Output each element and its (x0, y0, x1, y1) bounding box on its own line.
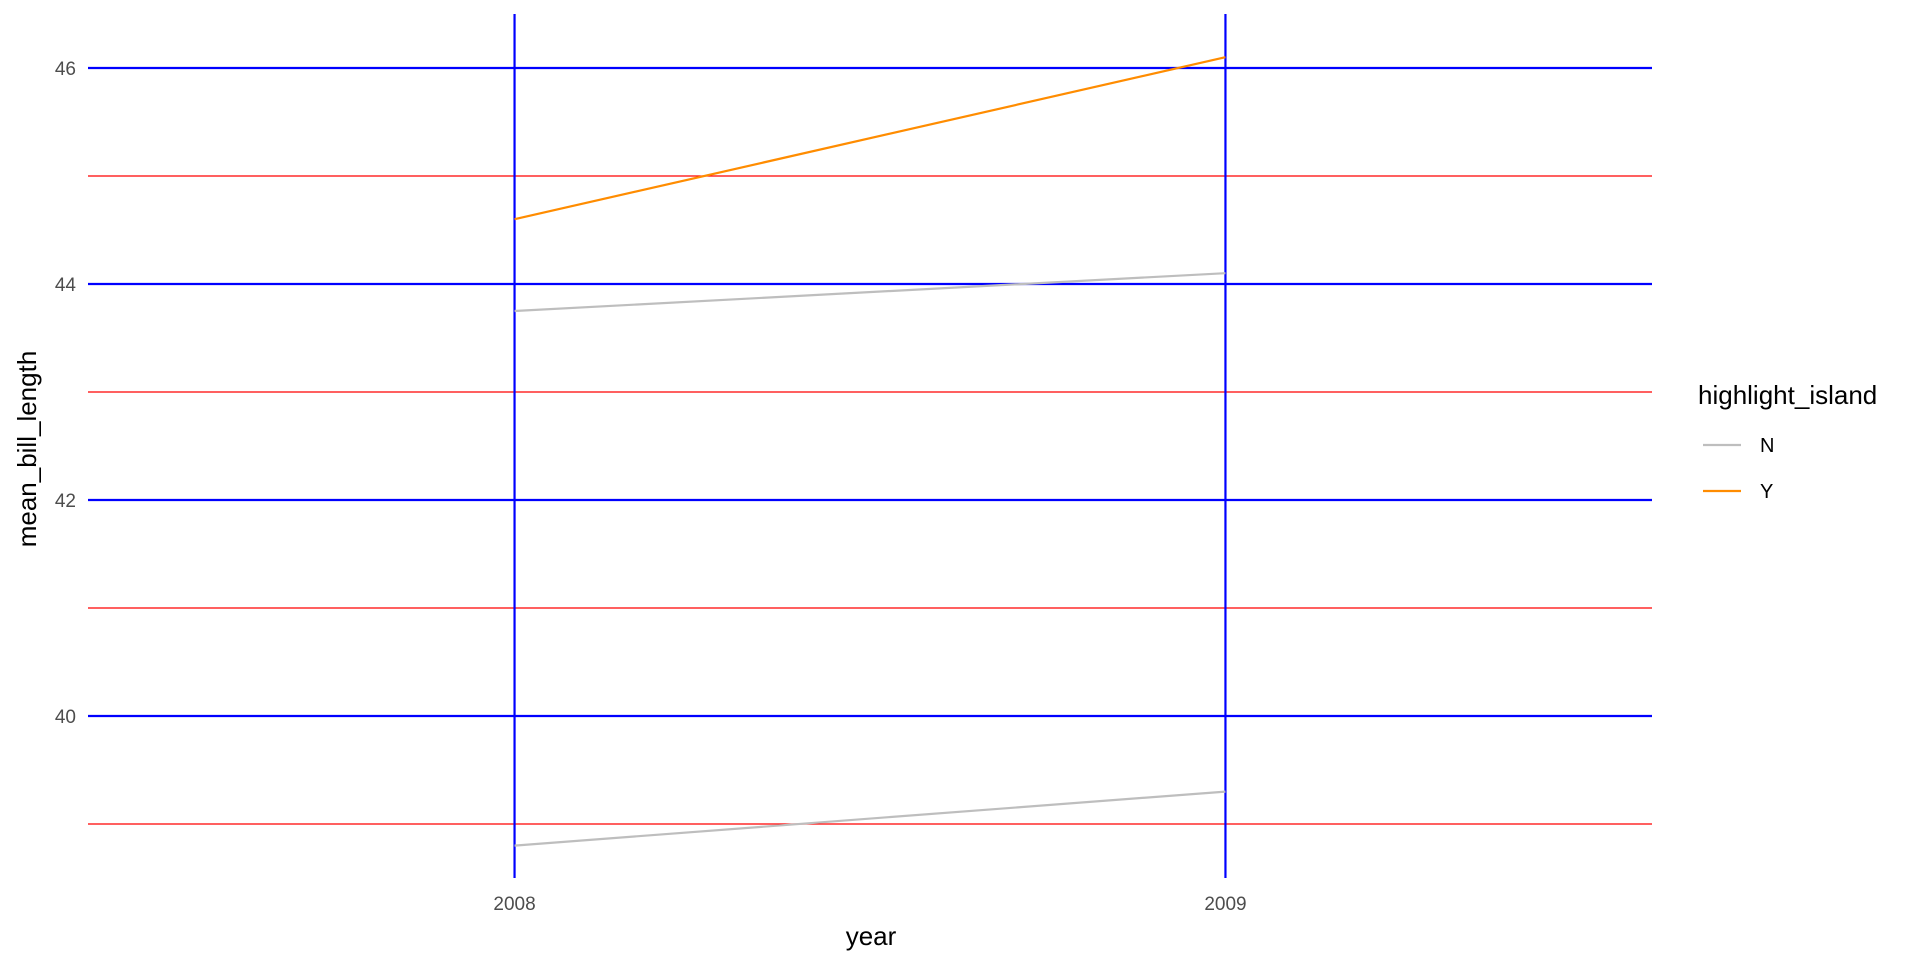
legend-label-y: Y (1760, 481, 1773, 503)
y-axis-title: mean_bill_length (12, 351, 42, 548)
x-tick-label: 2009 (1204, 894, 1246, 915)
y-tick-label: 42 (55, 491, 76, 512)
series-line-n (514, 790, 1226, 847)
legend: highlight_island N Y (1698, 380, 1877, 503)
y-tick-label: 40 (55, 707, 76, 728)
series-line-y (514, 56, 1226, 221)
y-tick-label: 44 (55, 275, 77, 296)
y-tick-label: 46 (55, 59, 76, 80)
axis-ticks: 40 42 44 46 2008 2009 (55, 59, 1247, 915)
series-lines (514, 56, 1226, 847)
legend-title: highlight_island (1698, 380, 1877, 410)
x-axis-title: year (846, 921, 897, 951)
x-tick-label: 2008 (493, 894, 535, 915)
legend-label-n: N (1760, 435, 1774, 457)
grid-lines (88, 14, 1652, 878)
series-line-n (514, 272, 1226, 313)
